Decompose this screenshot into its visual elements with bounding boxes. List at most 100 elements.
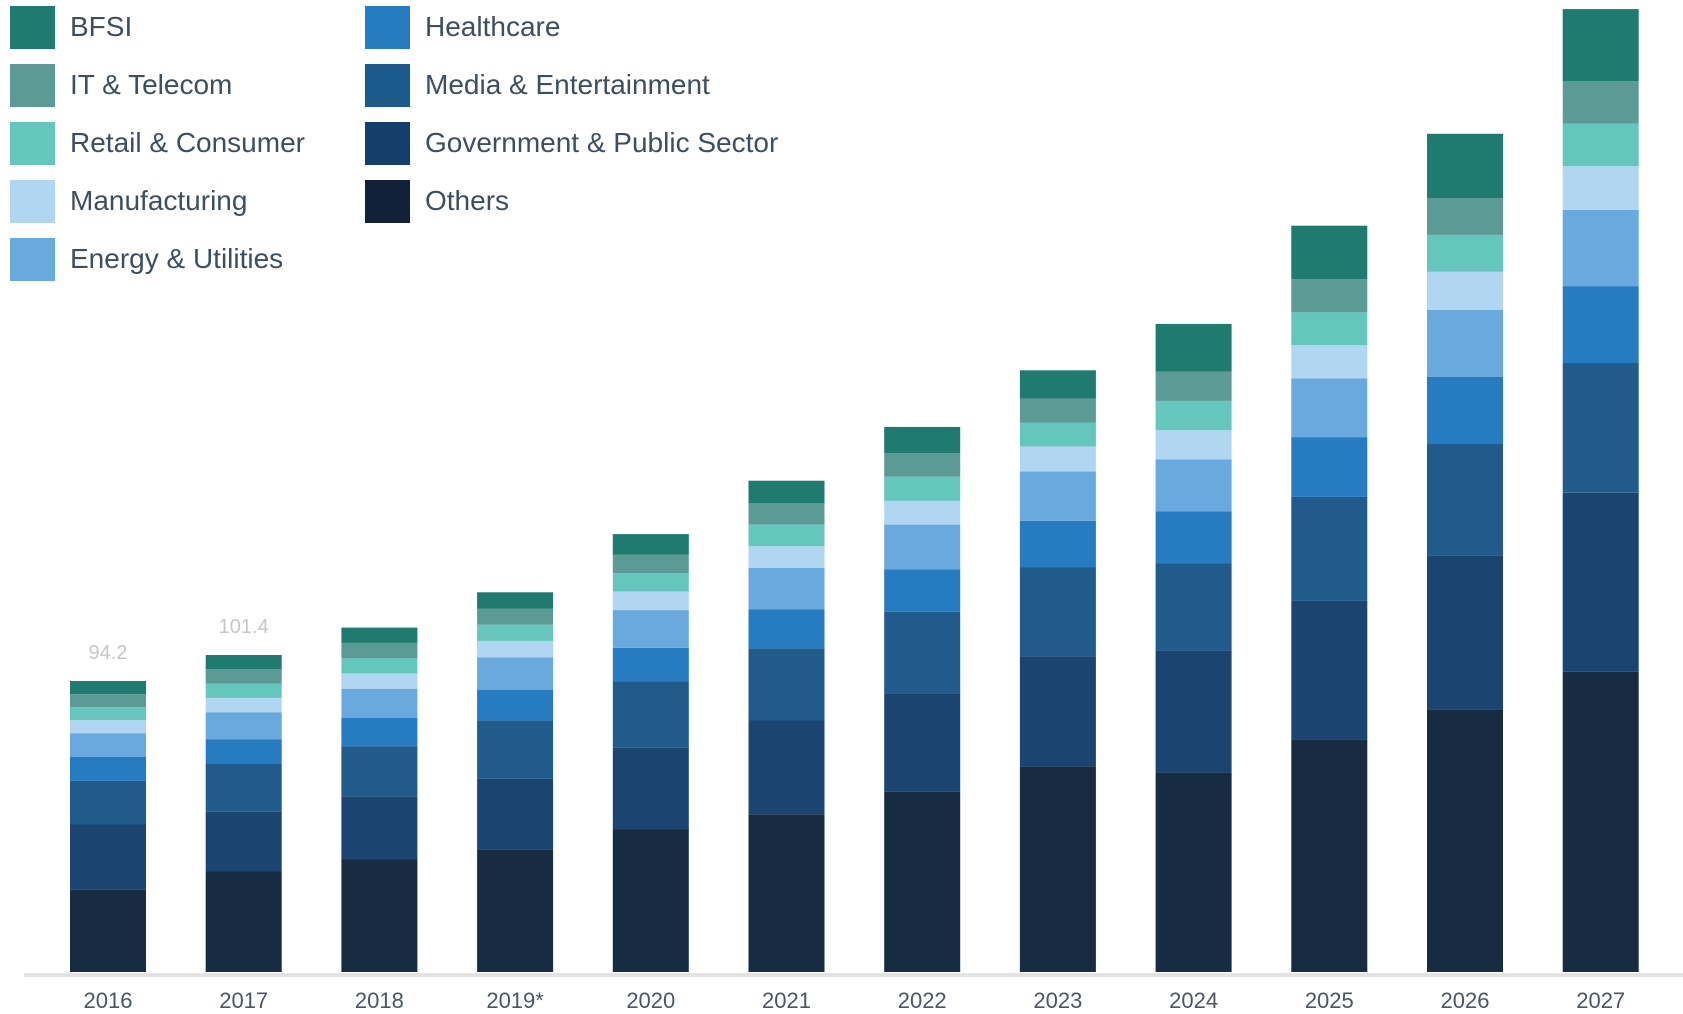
bar-segment-2022-manufacturing: [884, 500, 961, 525]
bar-segment-2027-manufacturing: [1562, 166, 1639, 210]
x-tick-label-2019: 2019*: [486, 988, 544, 1013]
bar-segment-2023-retail-consumer: [1019, 422, 1096, 447]
bar-segment-2021-manufacturing: [748, 546, 825, 568]
bar-segment-2018-healthcare: [341, 717, 418, 747]
bar-segment-2017-it-telecom: [205, 669, 282, 684]
bar-segment-2017-others: [205, 871, 282, 972]
bar-segment-2016-retail-consumer: [70, 707, 146, 721]
bar-segment-2025-it-telecom: [1291, 279, 1368, 313]
legend-item-manufacturing: Manufacturing: [10, 179, 247, 223]
legend-swatch-others: [365, 179, 410, 223]
bar-segment-2017-media-entertainment: [205, 764, 282, 812]
bar-segment-2018-energy-utilities: [341, 688, 418, 718]
legend-swatch-energy-utilities: [10, 237, 55, 281]
legend-label-media-entertainment: Media & Entertainment: [425, 69, 710, 100]
bar-segment-2023-others: [1019, 766, 1096, 972]
bar-segment-2026-government-public-sector: [1427, 555, 1503, 710]
bar-segment-2016-healthcare: [70, 757, 146, 781]
bar-segment-2020-healthcare: [612, 648, 689, 682]
legend-label-healthcare: Healthcare: [425, 11, 561, 42]
bars-layer: [70, 9, 1639, 972]
bar-segment-2016-government-public-sector: [70, 824, 146, 890]
legend-swatch-it-telecom: [10, 63, 55, 107]
x-tick-labels: 2016 2017 2018 2019* 2020 2021 2022 2023 2024 202…: [84, 988, 1626, 1013]
bar-segment-2017-bfsi: [205, 655, 282, 670]
bar-segment-2017-government-public-sector: [205, 811, 282, 872]
bar-segment-2020-it-telecom: [612, 554, 689, 574]
bar-segment-2018-media-entertainment: [341, 746, 418, 797]
bar-segment-2026-media-entertainment: [1427, 443, 1503, 556]
legend-item-government-public-sector: Government & Public Sector: [365, 121, 778, 165]
bar-segment-2024-others: [1155, 772, 1232, 972]
bar-segment-2017-manufacturing: [205, 697, 282, 713]
bar-segment-2023-bfsi: [1019, 370, 1096, 399]
bar-segment-2021-it-telecom: [748, 502, 825, 525]
bar-segment-2026-it-telecom: [1427, 198, 1503, 235]
legend-label-others: Others: [425, 185, 510, 216]
bar-segment-2019-energy-utilities: [477, 657, 554, 690]
bar-segment-2024-manufacturing: [1155, 430, 1232, 460]
bar-segment-2027-media-entertainment: [1562, 363, 1639, 493]
bar-segment-2020-media-entertainment: [612, 681, 689, 748]
bar-segment-2023-government-public-sector: [1019, 656, 1096, 767]
legend-swatch-manufacturing: [10, 179, 55, 223]
bar-segment-2025-retail-consumer: [1291, 312, 1368, 346]
bar-segment-2016-it-telecom: [70, 694, 146, 708]
bar-segment-2025-healthcare: [1291, 437, 1368, 497]
bar-segment-2019-government-public-sector: [477, 778, 554, 850]
bar-segment-2020-energy-utilities: [612, 610, 689, 648]
bar-segment-2025-others: [1291, 739, 1368, 972]
x-tick-label-2022: 2022: [898, 988, 947, 1013]
x-tick-label-2016: 2016: [84, 988, 133, 1013]
x-tick-label-2020: 2020: [626, 988, 675, 1013]
bar-segment-2022-retail-consumer: [884, 476, 961, 501]
bar-segment-2018-bfsi: [341, 627, 418, 643]
bar-segment-2021-media-entertainment: [748, 648, 825, 721]
bar-segment-2018-government-public-sector: [341, 796, 418, 860]
bar-segment-2027-retail-consumer: [1562, 123, 1639, 167]
bar-segment-2021-government-public-sector: [748, 720, 825, 815]
bar-segment-2027-others: [1562, 671, 1639, 972]
bar-segment-2022-bfsi: [884, 426, 961, 453]
bar-segment-2021-energy-utilities: [748, 567, 825, 610]
bar-segment-2016-energy-utilities: [70, 733, 146, 757]
bar-segment-2023-healthcare: [1019, 520, 1096, 568]
bar-segment-2023-it-telecom: [1019, 398, 1096, 423]
bar-segment-2020-bfsi: [612, 534, 689, 555]
bar-segment-2021-others: [748, 814, 825, 972]
legend-item-media-entertainment: Media & Entertainment: [365, 63, 710, 107]
bar-segment-2017-healthcare: [205, 739, 282, 764]
bar-segment-2017-energy-utilities: [205, 712, 282, 740]
legend-label-bfsi: BFSI: [70, 11, 133, 42]
bar-segment-2022-healthcare: [884, 569, 961, 612]
bar-segment-2027-bfsi: [1562, 9, 1639, 82]
data-label-2017: 101.4: [219, 616, 269, 638]
bar-segment-2019-it-telecom: [477, 608, 554, 625]
bar-segment-2025-media-entertainment: [1291, 496, 1368, 601]
bar-segment-2024-government-public-sector: [1155, 650, 1232, 773]
legend-label-government-public-sector: Government & Public Sector: [425, 127, 779, 158]
legend-swatch-government-public-sector: [365, 121, 410, 165]
bar-segment-2019-others: [477, 849, 554, 972]
bar-segment-2025-bfsi: [1291, 225, 1368, 280]
bar-segment-2023-media-entertainment: [1019, 567, 1096, 657]
bar-segment-2024-energy-utilities: [1155, 459, 1232, 512]
legend-item-energy-utilities: Energy & Utilities: [10, 237, 283, 281]
bar-segment-2026-others: [1427, 709, 1503, 972]
bar-segment-2021-retail-consumer: [748, 524, 825, 547]
legend-swatch-healthcare: [365, 5, 410, 49]
bar-segment-2024-it-telecom: [1155, 371, 1232, 401]
bar-segment-2027-government-public-sector: [1562, 492, 1639, 672]
bar-segment-2020-others: [612, 829, 689, 972]
bar-segment-2018-retail-consumer: [341, 658, 418, 674]
x-tick-label-2021: 2021: [762, 988, 811, 1013]
bar-segment-2024-media-entertainment: [1155, 563, 1232, 651]
legend-swatch-retail-consumer: [10, 121, 55, 165]
legend-item-retail-consumer: Retail & Consumer: [10, 121, 305, 165]
x-tick-label-2018: 2018: [355, 988, 404, 1013]
bar-segment-2027-energy-utilities: [1562, 209, 1639, 287]
bar-segment-2026-manufacturing: [1427, 271, 1503, 310]
bar-segment-2023-energy-utilities: [1019, 471, 1096, 521]
legend-label-energy-utilities: Energy & Utilities: [70, 243, 284, 274]
bar-segment-2027-healthcare: [1562, 286, 1639, 364]
